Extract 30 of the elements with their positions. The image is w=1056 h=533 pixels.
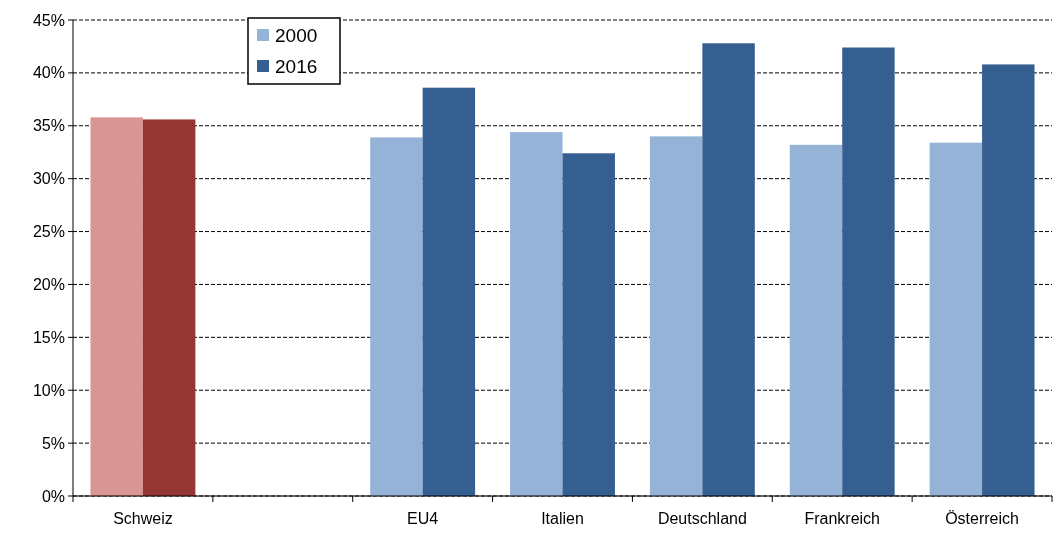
y-tick-label: 45%: [32, 11, 65, 29]
y-tick-label: 40%: [32, 64, 65, 82]
x-tick-label: Frankreich: [804, 510, 880, 527]
bar: [510, 132, 563, 496]
bar: [982, 64, 1035, 496]
x-tick-label: Italien: [541, 510, 584, 527]
bar: [142, 119, 196, 496]
bar: [370, 137, 423, 496]
bar: [422, 87, 476, 496]
bar: [649, 136, 703, 496]
y-tick-label: 30%: [32, 170, 65, 188]
x-tick-label: Österreich: [945, 510, 1019, 527]
bar: [90, 117, 143, 496]
bar: [562, 153, 615, 496]
x-tick-label: EU4: [407, 510, 439, 527]
y-tick-label: 35%: [32, 117, 65, 135]
bar: [702, 43, 755, 496]
x-tick-label: Schweiz: [113, 510, 173, 527]
y-tick-label: 20%: [32, 276, 65, 294]
bar: [842, 47, 895, 496]
y-tick-label: 25%: [32, 223, 65, 241]
bar: [789, 144, 843, 496]
y-tick-label: 15%: [32, 328, 65, 346]
y-tick-label: 5%: [41, 434, 65, 452]
y-tick-label: 10%: [32, 381, 65, 399]
y-tick-label: 0%: [41, 487, 65, 505]
legend-label: 2016: [275, 55, 318, 77]
bar: [929, 142, 983, 496]
x-tick-label: Deutschland: [657, 510, 747, 527]
legend-label: 2000: [275, 24, 318, 46]
